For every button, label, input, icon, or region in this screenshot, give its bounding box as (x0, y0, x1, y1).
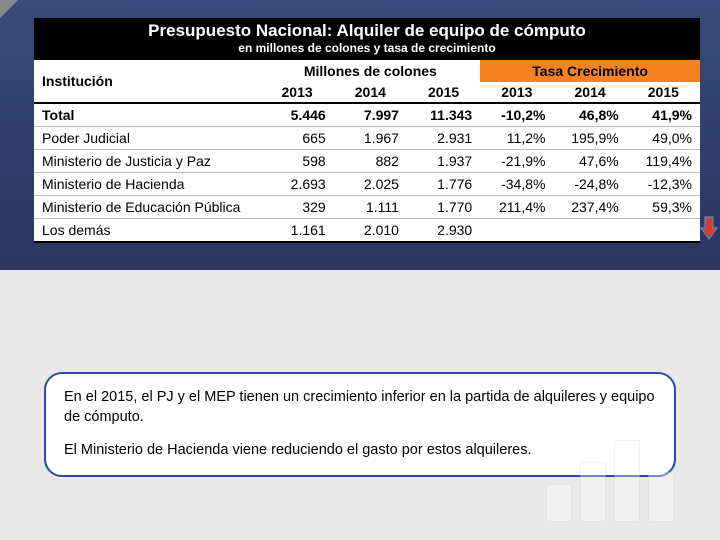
cell-m2013: 2.693 (260, 173, 333, 196)
header-millones: Millones de colones (260, 60, 480, 83)
cell-m2014: 882 (334, 150, 407, 173)
cell-m2015: 2.930 (407, 219, 480, 243)
cell-t2015 (627, 219, 700, 243)
table-row: Poder Judicial6651.9672.93111,2%195,9%49… (34, 127, 700, 150)
cell-institucion: Ministerio de Educación Pública (34, 196, 260, 219)
cell-m2013: 1.161 (260, 219, 333, 243)
cell-institucion: Los demás (34, 219, 260, 243)
cell-t2013: 211,4% (480, 196, 553, 219)
cell-t2013: -21,9% (480, 150, 553, 173)
cell-t2015: 49,0% (627, 127, 700, 150)
cell-t2014: -24,8% (553, 173, 626, 196)
year-m-2014: 2014 (334, 82, 407, 103)
cell-t2013: -34,8% (480, 173, 553, 196)
table-row: Ministerio de Hacienda2.6932.0251.776-34… (34, 173, 700, 196)
table-subtitle-row: en millones de colones y tasa de crecimi… (34, 41, 700, 60)
cell-t2014 (553, 219, 626, 243)
cell-t2015: 41,9% (627, 103, 700, 127)
table-row: Total5.4467.99711.343-10,2%46,8%41,9% (34, 103, 700, 127)
cell-t2014: 46,8% (553, 103, 626, 127)
table-title-row: Presupuesto Nacional: Alquiler de equipo… (34, 18, 700, 41)
cell-t2015: -12,3% (627, 173, 700, 196)
cell-m2015: 11.343 (407, 103, 480, 127)
cell-institucion: Ministerio de Hacienda (34, 173, 260, 196)
cell-m2015: 1.770 (407, 196, 480, 219)
cell-institucion: Ministerio de Justicia y Paz (34, 150, 260, 173)
cell-m2013: 598 (260, 150, 333, 173)
cell-m2013: 329 (260, 196, 333, 219)
table-title: Presupuesto Nacional: Alquiler de equipo… (34, 18, 700, 41)
cell-m2014: 2.025 (334, 173, 407, 196)
cell-institucion: Total (34, 103, 260, 127)
cell-t2015: 119,4% (627, 150, 700, 173)
cell-t2014: 237,4% (553, 196, 626, 219)
table-container: Presupuesto Nacional: Alquiler de equipo… (34, 18, 700, 243)
year-t-2013: 2013 (480, 82, 553, 103)
cell-m2013: 665 (260, 127, 333, 150)
cell-m2014: 7.997 (334, 103, 407, 127)
table-header-row: Institución Millones de colones Tasa Cre… (34, 60, 700, 83)
cell-t2013: -10,2% (480, 103, 553, 127)
table-row: Ministerio de Justicia y Paz5988821.937-… (34, 150, 700, 173)
cell-t2014: 47,6% (553, 150, 626, 173)
table-row: Los demás1.1612.0102.930 (34, 219, 700, 243)
cell-institucion: Poder Judicial (34, 127, 260, 150)
cell-m2015: 2.931 (407, 127, 480, 150)
cell-t2015: 59,3% (627, 196, 700, 219)
cell-t2013: 11,2% (480, 127, 553, 150)
cell-m2015: 1.937 (407, 150, 480, 173)
budget-table: Presupuesto Nacional: Alquiler de equipo… (34, 18, 700, 243)
cell-m2014: 2.010 (334, 219, 407, 243)
table-row: Ministerio de Educación Pública3291.1111… (34, 196, 700, 219)
cell-t2013 (480, 219, 553, 243)
cell-m2015: 1.776 (407, 173, 480, 196)
cell-t2014: 195,9% (553, 127, 626, 150)
arrow-down-icon (700, 216, 718, 240)
year-m-2013: 2013 (260, 82, 333, 103)
cell-m2014: 1.111 (334, 196, 407, 219)
year-m-2015: 2015 (407, 82, 480, 103)
corner-fold-decor (0, 0, 18, 18)
header-tasa: Tasa Crecimiento (480, 60, 700, 83)
cell-m2014: 1.967 (334, 127, 407, 150)
cell-m2013: 5.446 (260, 103, 333, 127)
year-t-2015: 2015 (627, 82, 700, 103)
bars-decor-icon (546, 440, 674, 522)
table-subtitle: en millones de colones y tasa de crecimi… (34, 41, 700, 60)
year-t-2014: 2014 (553, 82, 626, 103)
header-institucion: Institución (34, 60, 260, 104)
callout-paragraph-1: En el 2015, el PJ y el MEP tienen un cre… (64, 388, 656, 427)
